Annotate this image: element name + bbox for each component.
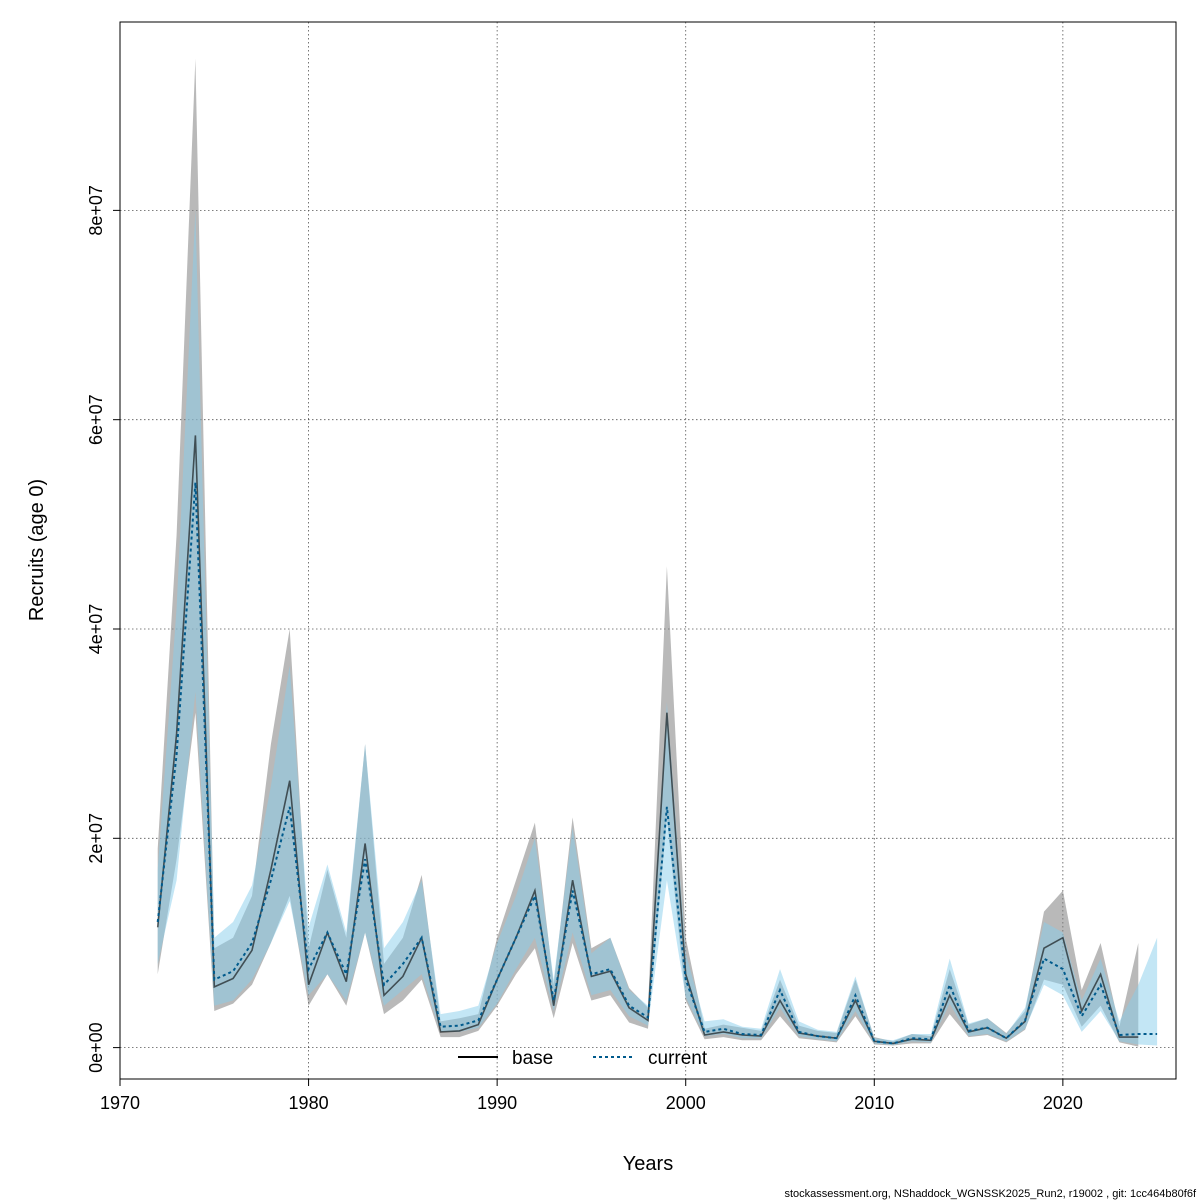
y-tick-label: 2e+07 [86,813,106,864]
grid-lines [120,22,1176,1079]
x-axis-title: Years [623,1153,673,1175]
x-tick-label: 2020 [1043,1093,1083,1113]
y-tick-label: 4e+07 [86,604,106,655]
y-tick-label: 6e+07 [86,394,106,445]
footer-text: stockassessment.org, NShaddock_WGNSSK202… [784,1188,1196,1200]
series-line-current [156,482,1158,1045]
x-tick-label: 1970 [100,1093,140,1113]
y-tick-label: 8e+07 [86,185,106,236]
y-axis-title: Recruits (age 0) [26,479,48,621]
y-tick-label: 0e+00 [86,1022,106,1073]
x-tick-label: 2000 [666,1093,706,1113]
x-tick-label: 2010 [854,1093,894,1113]
series-lines [156,435,1158,1045]
x-tick-label: 1980 [289,1093,329,1113]
legend-label-base: base [512,1048,553,1069]
legend-label-current: current [648,1048,708,1069]
x-tick-label: 1990 [477,1093,517,1113]
y-axis: 0e+00 2e+07 4e+07 6e+07 8e+07 [86,185,121,1073]
legend: base current [458,1048,708,1069]
x-axis: 1970 1980 1990 2000 2010 2020 [100,1078,1083,1113]
